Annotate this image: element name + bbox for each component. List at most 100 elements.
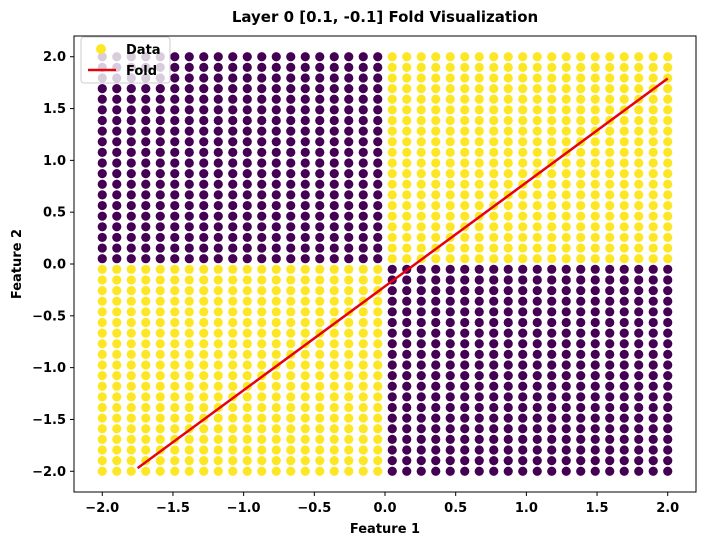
scatter-point [503, 200, 513, 211]
scatter-point [329, 179, 339, 189]
scatter-point [213, 285, 223, 296]
scatter-point [518, 466, 528, 476]
scatter-point [590, 94, 600, 104]
scatter-point [199, 158, 209, 168]
scatter-point [184, 434, 194, 444]
scatter-point [228, 413, 238, 423]
scatter-point [605, 307, 615, 317]
scatter-point [387, 190, 397, 200]
scatter-point [213, 243, 223, 253]
scatter-point [344, 339, 354, 349]
scatter-point [344, 179, 354, 189]
scatter-point [141, 179, 151, 189]
scatter-point [373, 381, 383, 391]
scatter-point [663, 317, 673, 328]
scatter-point [387, 413, 397, 423]
scatter-point [489, 94, 499, 104]
scatter-point [97, 137, 107, 147]
scatter-point [112, 456, 122, 466]
scatter-point [532, 115, 542, 126]
scatter-point [344, 264, 354, 274]
scatter-point [184, 179, 194, 189]
scatter-point [155, 360, 165, 370]
scatter-point [126, 243, 136, 253]
scatter-point [141, 466, 151, 476]
scatter-point [329, 52, 339, 62]
scatter-point [358, 392, 368, 402]
scatter-point [373, 434, 383, 444]
scatter-point [576, 307, 586, 317]
scatter-point [358, 445, 368, 455]
scatter-point [460, 296, 470, 306]
scatter-point [648, 424, 658, 434]
scatter-point [648, 73, 658, 83]
scatter-point [431, 137, 441, 147]
scatter-point [300, 307, 310, 317]
scatter-point [126, 339, 136, 349]
scatter-point [619, 243, 629, 253]
scatter-point [155, 466, 165, 476]
scatter-point [518, 200, 528, 211]
legend-fold-label: Fold [126, 64, 157, 79]
scatter-point [489, 349, 499, 359]
scatter-point [576, 296, 586, 306]
scatter-point [170, 339, 180, 349]
scatter-point [561, 307, 571, 317]
scatter-point [416, 413, 426, 423]
scatter-point [387, 264, 397, 274]
scatter-point [170, 232, 180, 243]
scatter-point [184, 413, 194, 423]
scatter-point [576, 73, 586, 83]
scatter-point [518, 402, 528, 413]
scatter-point [532, 147, 542, 157]
scatter-point [431, 285, 441, 296]
scatter-point [126, 296, 136, 306]
scatter-point [141, 147, 151, 157]
scatter-point [503, 339, 513, 349]
scatter-point [387, 243, 397, 253]
scatter-point [518, 456, 528, 466]
scatter-point [184, 264, 194, 274]
scatter-point [141, 190, 151, 200]
scatter-point [532, 456, 542, 466]
scatter-point [532, 73, 542, 83]
scatter-point [199, 402, 209, 413]
scatter-point [663, 275, 673, 285]
scatter-point [619, 52, 629, 62]
scatter-point [474, 62, 484, 72]
y-tick-label: −2.0 [32, 465, 66, 480]
scatter-point [344, 158, 354, 168]
scatter-point [634, 179, 644, 189]
scatter-point [373, 222, 383, 232]
scatter-point [503, 115, 513, 126]
scatter-point [576, 52, 586, 62]
scatter-point [228, 328, 238, 338]
scatter-point [445, 179, 455, 189]
scatter-point [126, 456, 136, 466]
scatter-point [518, 84, 528, 94]
scatter-point [460, 211, 470, 221]
scatter-point [126, 328, 136, 338]
scatter-point [489, 339, 499, 349]
scatter-point [663, 402, 673, 413]
scatter-point [300, 211, 310, 221]
scatter-point [663, 158, 673, 168]
scatter-point [460, 360, 470, 370]
scatter-point [329, 147, 339, 157]
scatter-point [286, 126, 296, 136]
scatter-point [402, 126, 412, 136]
scatter-point [532, 222, 542, 232]
scatter-point [416, 434, 426, 444]
scatter-point [358, 158, 368, 168]
scatter-point [300, 371, 310, 381]
scatter-point [663, 137, 673, 147]
scatter-point [460, 285, 470, 296]
scatter-point [648, 349, 658, 359]
scatter-point [460, 402, 470, 413]
scatter-point [213, 190, 223, 200]
scatter-point [576, 402, 586, 413]
scatter-point [648, 211, 658, 221]
scatter-point [590, 254, 600, 264]
scatter-point [416, 328, 426, 338]
scatter-point [170, 296, 180, 306]
